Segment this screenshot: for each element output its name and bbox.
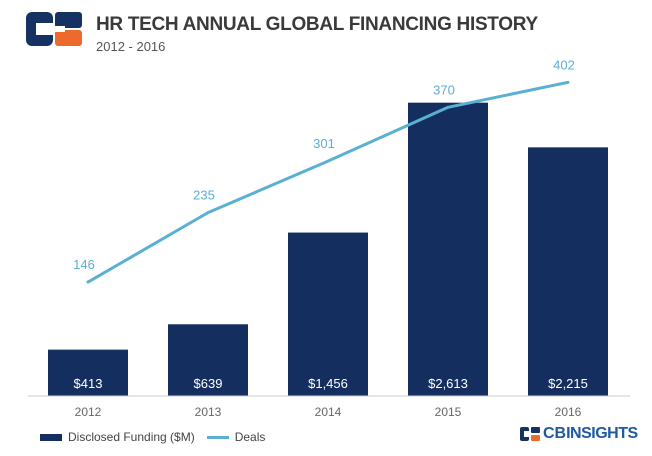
bar-2014 [288,232,368,396]
page-subtitle: 2012 - 2016 [96,39,166,54]
x-tick-2013: 2013 [195,405,222,419]
deals-label-2016: 402 [553,57,575,72]
x-tick-2015: 2015 [435,405,462,419]
brand-suffix: INSIGHTS [566,425,638,442]
deals-label-2013: 235 [193,188,215,203]
legend-swatch-deals [206,435,229,439]
x-axis-ticks: 2012 2013 2014 2015 2016 [75,405,582,419]
funding-bars: $413 $639 $1,456 $2,613 $2,215 [48,102,608,396]
bar-label-2013: $639 [194,376,223,391]
deals-line-layer: 146 235 301 370 402 [73,57,575,284]
bar-2013 [168,324,248,396]
bar-label-2016: $2,215 [548,376,588,391]
bar-label-2014: $1,456 [308,376,348,391]
deals-label-2015: 370 [433,82,455,97]
legend-label-deals: Deals [234,430,266,444]
x-tick-2016: 2016 [555,405,582,419]
x-tick-2012: 2012 [75,405,102,419]
brand-logo: CB INSIGHTS [520,425,638,443]
deals-label-2014: 301 [313,136,335,151]
bar-2016 [528,147,608,396]
bar-2015 [408,102,488,396]
bar-2012 [48,349,128,396]
bar-label-2015: $2,613 [428,376,468,391]
cb-insights-logo [26,12,82,46]
deals-label-2012: 146 [73,257,95,272]
deals-line [86,80,570,284]
legend-swatch-funding [40,433,62,441]
logo-right-bottom-block [55,30,82,46]
x-tick-2014: 2014 [315,405,342,419]
brand-prefix: CB [543,425,567,442]
bar-label-2012: $413 [74,376,103,391]
brand-mark-icon [520,427,540,441]
logo-right-top-block [55,12,82,28]
page-title: HR TECH ANNUAL GLOBAL FINANCING HISTORY [96,14,538,35]
legend-label-funding: Disclosed Funding ($M) [68,430,195,444]
legend: Disclosed Funding ($M) Deals [40,430,265,444]
